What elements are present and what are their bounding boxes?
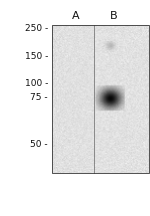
Text: A: A — [72, 11, 80, 21]
Text: 100 -: 100 - — [25, 79, 48, 88]
Text: 50 -: 50 - — [30, 140, 48, 149]
Text: 250 -: 250 - — [25, 24, 48, 33]
Text: 75 -: 75 - — [30, 93, 48, 102]
Text: B: B — [110, 11, 117, 21]
Bar — [52, 25, 148, 173]
Text: 150 -: 150 - — [25, 52, 48, 61]
